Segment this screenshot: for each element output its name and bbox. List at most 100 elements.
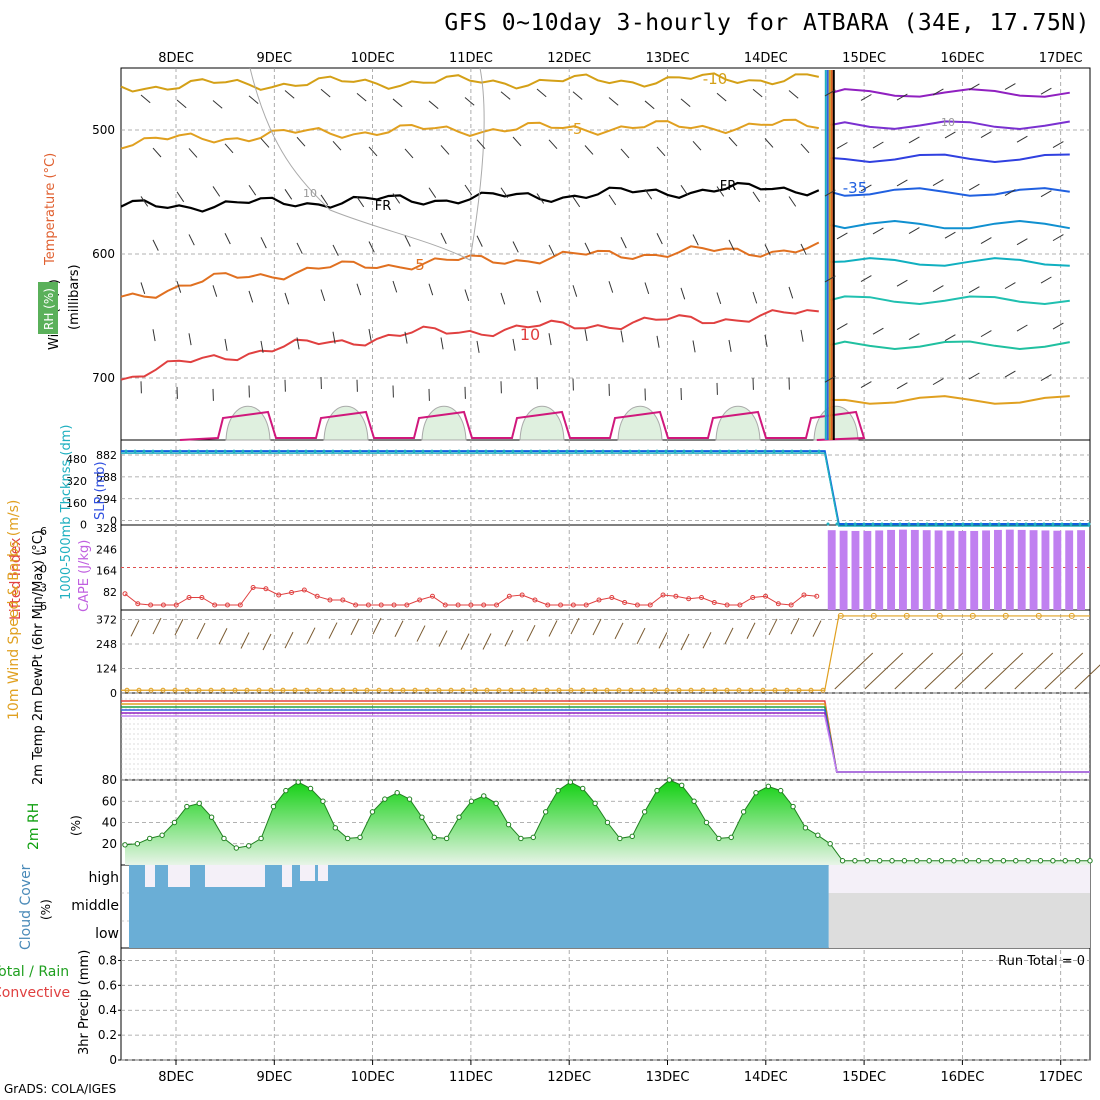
rh2m-marker [344,835,351,842]
panel-frame-7 [120,947,1091,1061]
wind10-barb [570,617,580,635]
wind-barb [896,382,908,390]
slp-marker [340,449,344,453]
slp-marker [835,522,839,526]
slp-marker [646,449,650,453]
rh2m-marker [703,819,710,826]
slp-marker [844,522,848,526]
wind-barb [188,148,198,158]
wind-barb [176,191,185,203]
rh2m-marker [975,858,982,864]
wind-barb [404,235,411,247]
pressure-axis-label: (millibars) [67,264,82,330]
li-marker [148,602,154,608]
slp-marker [907,522,911,526]
wind-barb [608,281,614,293]
right-contour-line [830,219,1070,230]
li-marker [775,601,781,607]
wind-barb [968,372,980,380]
contour-minus10 [120,72,820,93]
li-marker [481,602,487,608]
slp-marker [583,449,587,453]
precip-tick-label: 0 [109,1053,117,1067]
wind-barb [1052,234,1064,242]
right-contour-line [830,395,1070,405]
wind10-marker [136,687,142,693]
wind-barb [500,91,511,100]
wind10-marker [700,687,706,693]
rh-axis-label: RH (%) [42,288,56,330]
wind-barb [800,243,807,256]
li-marker [186,595,192,600]
slp-marker [952,522,956,526]
wind-barb [932,285,944,293]
li-marker [545,602,551,608]
wind-barb [512,136,522,147]
wind10-marker [592,687,598,693]
rh2m-marker [914,858,920,864]
wind10-barb [196,622,206,640]
slp-marker [898,522,902,526]
li-marker [353,602,359,608]
right-contour-line [830,257,1070,267]
temp2m-line [121,700,1090,773]
wind-barb [176,99,187,109]
wind10-marker [520,687,526,693]
wind-barb [872,327,884,335]
rh-contour-blob [421,405,467,441]
wind10-marker [969,612,976,619]
slp-marker [763,449,767,453]
wind10-barb [864,652,904,690]
li-line [124,586,817,606]
wind-barb [584,329,588,342]
li-marker [417,597,423,603]
li-marker [135,601,141,607]
wind10-marker [292,687,298,693]
rh-tick-label: 80 [102,773,117,787]
wind10-marker [508,687,514,693]
wind10-barb [460,633,470,650]
slp-marker [709,449,713,453]
li-marker [673,593,679,599]
wind-barb [1040,374,1052,382]
thickness-tick-label: 0 [80,519,87,532]
top-day-label: 12DEC [547,51,591,66]
wind-barb [824,275,836,283]
wind-barb [212,100,223,109]
precip-tick-label: 0.8 [98,953,117,967]
wind10-barb [526,624,536,642]
slp-marker [268,449,272,453]
wind10-marker [364,687,370,693]
wind10-barb [482,633,492,650]
wind-barb [800,329,804,342]
right-contour-line [830,153,1070,164]
wind-barb [152,329,156,342]
slp-marker [1033,522,1037,526]
rh2m-marker [394,790,400,796]
run-total-label: Run Total = 0 [998,954,1085,969]
wind10-barb [954,652,994,690]
li-marker [814,593,820,599]
wind-barb [872,227,884,235]
wind10-barb [1074,664,1100,690]
wind-barb [152,147,162,158]
wind-barb [692,140,702,151]
li-marker [455,602,461,608]
slp-marker [133,449,137,453]
wind-barb [260,237,267,249]
wind-barb [824,89,836,97]
pressure-tick-label: 700 [92,371,115,385]
cloud-gap [318,865,328,881]
precip-tick-label: 0.2 [98,1028,117,1042]
wind-barb [944,334,956,342]
wind-barb [332,140,342,151]
wind-barb [368,328,372,341]
li-marker [596,597,602,603]
wind-barb [404,331,408,344]
wind10-marker [388,687,394,693]
contour-label: -35 [843,179,868,197]
slp-marker [457,449,461,453]
wind-barb [140,282,146,295]
wind-barb [428,100,439,109]
slp-marker [799,449,803,453]
